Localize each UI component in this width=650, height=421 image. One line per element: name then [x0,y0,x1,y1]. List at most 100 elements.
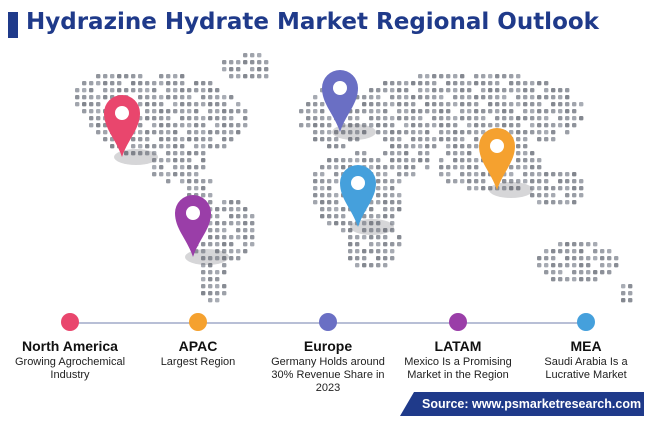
map-dot [411,81,416,86]
map-dot [180,81,185,86]
map-dot [173,172,178,177]
map-dot [341,158,346,163]
map-dot [600,263,605,268]
map-dot [194,102,199,107]
map-dot [530,95,535,100]
map-dot [579,256,584,261]
north-america-dot [61,313,79,331]
map-dot [390,130,395,135]
map-dot [222,284,227,289]
map-dot [474,109,479,114]
map-dot [397,165,402,170]
map-dot [334,158,339,163]
map-dot [397,172,402,177]
map-dot [509,109,514,114]
map-dot [397,242,402,247]
map-dot [509,88,514,93]
map-dot [383,186,388,191]
map-dot [96,123,101,128]
map-dot [208,137,213,142]
map-dot [390,186,395,191]
map-dot [523,95,528,100]
map-dot [383,235,388,240]
map-dot [537,256,542,261]
map-dot [551,270,556,275]
map-dot [348,221,353,226]
map-dot [89,102,94,107]
map-dot [432,144,437,149]
map-dot [138,81,143,86]
map-dot [516,186,521,191]
map-dot [397,137,402,142]
map-dot [565,242,570,247]
map-dot [544,200,549,205]
map-dot [313,130,318,135]
map-dot [250,214,255,219]
map-dot [544,263,549,268]
map-dot [229,256,234,261]
map-dot [572,123,577,128]
map-dot [313,123,318,128]
map-dot [131,151,136,156]
map-dot [376,221,381,226]
map-dot [187,172,192,177]
map-dot [411,95,416,100]
map-dot [334,130,339,135]
map-dot [425,88,430,93]
map-dot [341,228,346,233]
map-dot [208,242,213,247]
region-description: Saudi Arabia Is a Lucrative Market [544,356,628,381]
map-dot [222,123,227,128]
map-dot [439,137,444,142]
map-dot [572,249,577,254]
map-dot [180,88,185,93]
map-dot [173,102,178,107]
map-dot [180,151,185,156]
map-dot [194,81,199,86]
map-dot [404,151,409,156]
map-dot [572,116,577,121]
map-dot [166,88,171,93]
map-dot [411,165,416,170]
map-dot [187,165,192,170]
map-dot [572,263,577,268]
map-dot [558,270,563,275]
map-dot [390,256,395,261]
map-dot [243,116,248,121]
map-dot [334,144,339,149]
map-dot [152,123,157,128]
map-dot [383,249,388,254]
map-dot [166,123,171,128]
map-dot [530,81,535,86]
map-dot [250,74,255,79]
map-dot [138,102,143,107]
map-dot [558,123,563,128]
map-dot [390,81,395,86]
map-dot [607,270,612,275]
map-dot [159,130,164,135]
map-dot [201,291,206,296]
map-dot [173,130,178,135]
latam-dot [449,313,467,331]
map-dot [586,256,591,261]
map-dot [229,221,234,226]
map-dot [453,158,458,163]
map-dot [516,137,521,142]
map-dot [460,109,465,114]
map-dot [320,123,325,128]
map-dot [173,123,178,128]
map-dot [572,102,577,107]
map-dot [397,158,402,163]
map-dot [404,109,409,114]
map-dot [355,242,360,247]
map-dot [425,151,430,156]
map-dot [558,249,563,254]
map-dot [222,228,227,233]
map-dot [327,130,332,135]
map-dot [159,123,164,128]
map-dot [383,200,388,205]
map-dot [460,172,465,177]
map-dot [572,109,577,114]
region-description: Germany Holds around 30% Revenue Share i… [271,356,385,394]
map-dot [446,165,451,170]
